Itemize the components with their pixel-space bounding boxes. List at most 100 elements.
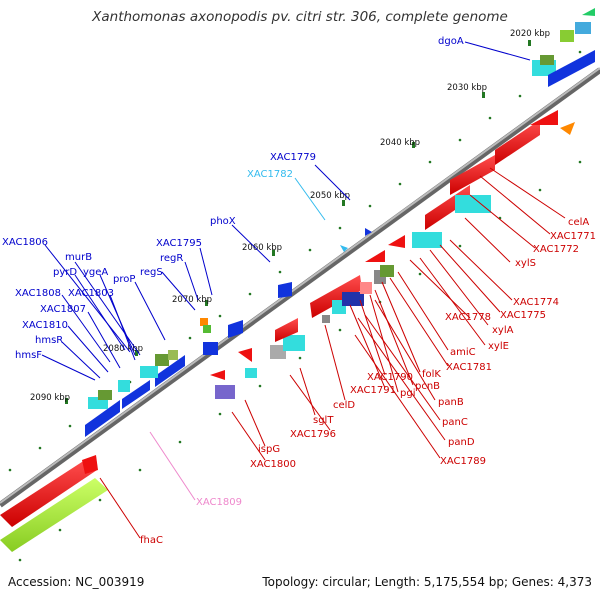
gene-box	[155, 354, 169, 366]
tick-label: 2040 kbp	[380, 138, 420, 148]
gene-arrow	[278, 282, 292, 298]
gene-label-XAC1807: XAC1807	[40, 304, 86, 315]
reverse-genes	[0, 110, 575, 552]
gene-labels-reverse: celA XAC1771 XAC1772 xylS XAC1774 XAC177…	[140, 217, 596, 546]
gene-label-XAC1800: XAC1800	[250, 459, 296, 470]
gene-arrow	[203, 342, 218, 355]
gene-label-XAC1810: XAC1810	[22, 320, 68, 331]
gene-arrow	[548, 50, 595, 87]
gene-label-XAC1779: XAC1779	[270, 152, 316, 163]
gene-labels-forward: dgoA XAC1779 phoX XAC1795 regR regS proP…	[2, 36, 464, 508]
tick-label: 2080 kbp	[103, 344, 143, 354]
label-leaders	[41, 41, 566, 539]
gene-arrow	[275, 318, 298, 342]
gene-arrow	[210, 370, 225, 380]
tick-label: 2070 kbp	[172, 295, 212, 305]
gene-label-hmsR: hmsR	[35, 335, 63, 346]
gene-label-amiC: amiC	[450, 347, 476, 358]
gene-label-folK: folK	[422, 369, 441, 380]
gene-label-xylA: xylA	[492, 325, 514, 336]
gene-label-regR: regR	[160, 253, 183, 264]
gene-label-ispG: ispG	[258, 444, 280, 455]
accession-text: Accession: NC_003919	[8, 575, 145, 589]
gene-box	[540, 55, 554, 65]
gene-box	[283, 335, 305, 351]
gene-label-XAC1774: XAC1774	[513, 297, 559, 308]
tick-label: 2090 kbp	[30, 393, 70, 403]
gene-box	[118, 380, 130, 392]
gene-label-pcnB: pcnB	[415, 381, 440, 392]
gene-box	[140, 366, 158, 378]
tick-label: 2020 kbp	[510, 29, 550, 39]
gene-box	[455, 195, 491, 213]
gene-arrow	[0, 478, 108, 552]
gene-arrow	[340, 245, 348, 252]
gene-label-panB: panB	[438, 397, 464, 408]
gene-label-panD: panD	[448, 437, 475, 448]
forward-genes	[85, 8, 595, 437]
gene-arrow	[450, 155, 495, 195]
gene-box	[200, 318, 208, 326]
gene-arrow	[365, 250, 385, 262]
gene-box	[168, 350, 178, 360]
gene-label-murB: murB	[65, 252, 92, 263]
gene-label-regS: regS	[140, 267, 163, 278]
gene-box	[270, 345, 286, 359]
gene-box	[215, 385, 235, 399]
gene-arrow	[388, 235, 405, 248]
gene-label-XAC1790: XAC1790	[367, 372, 413, 383]
gene-arrow	[85, 400, 120, 437]
gene-label-celD: celD	[333, 400, 355, 411]
gene-label-dgoA: dgoA	[438, 36, 464, 47]
kbp-ticks: 2020 kbp 2030 kbp 2040 kbp 2050 kbp 2060…	[30, 29, 550, 404]
gene-arrow	[82, 455, 98, 474]
genome-backbone-highlight	[0, 67, 600, 504]
gene-arrow	[122, 380, 150, 409]
gene-label-celA: celA	[568, 217, 589, 228]
gene-label-XAC1781: XAC1781	[446, 362, 492, 373]
gene-arrow	[238, 348, 252, 362]
gene-box	[342, 292, 364, 306]
gene-box	[245, 368, 257, 378]
tick-track-inner	[18, 160, 582, 562]
gene-arrow	[530, 110, 558, 125]
gene-arrow	[365, 228, 372, 236]
genome-backbone	[0, 67, 600, 508]
gene-arrow	[495, 120, 540, 165]
gene-label-XAC1782: XAC1782	[247, 169, 293, 180]
gene-label-sglT: sglT	[313, 415, 334, 426]
gene-label-XAC1789: XAC1789	[440, 456, 486, 467]
gene-label-XAC1803: XAC1803	[68, 288, 114, 299]
gene-label-pgi: pgi	[400, 388, 415, 399]
gene-label-fhaC: fhaC	[140, 535, 163, 546]
gene-box	[322, 315, 330, 323]
gene-box	[575, 22, 591, 34]
gene-label-XAC1791: XAC1791	[350, 385, 396, 396]
gene-arrow	[155, 355, 185, 387]
tick-label: 2030 kbp	[447, 83, 487, 93]
gene-label-XAC1772: XAC1772	[533, 244, 579, 255]
gene-label-XAC1771: XAC1771	[550, 231, 596, 242]
gene-box	[98, 390, 112, 400]
gene-label-XAC1809: XAC1809	[196, 497, 242, 508]
gene-label-xylE: xylE	[488, 341, 509, 352]
gene-label-XAC1775: XAC1775	[500, 310, 546, 321]
gene-label-XAC1796: XAC1796	[290, 429, 336, 440]
gene-label-XAC1795: XAC1795	[156, 238, 202, 249]
gene-label-XAC1806: XAC1806	[2, 237, 48, 248]
gene-box	[360, 282, 372, 294]
gene-label-proP: proP	[113, 274, 135, 285]
gene-arrow	[582, 8, 595, 16]
gene-arrow	[560, 122, 575, 135]
gene-label-panC: panC	[442, 417, 468, 428]
gene-box	[560, 30, 574, 42]
gene-label-pyrD: pyrD	[53, 267, 77, 278]
gene-label-XAC1808: XAC1808	[15, 288, 61, 299]
gene-box	[203, 325, 211, 333]
gene-arrow	[228, 320, 243, 338]
gene-label-ygeA: ygeA	[83, 267, 108, 278]
gene-box	[412, 232, 442, 248]
gene-box	[380, 265, 394, 277]
gene-label-XAC1778: XAC1778	[445, 312, 491, 323]
